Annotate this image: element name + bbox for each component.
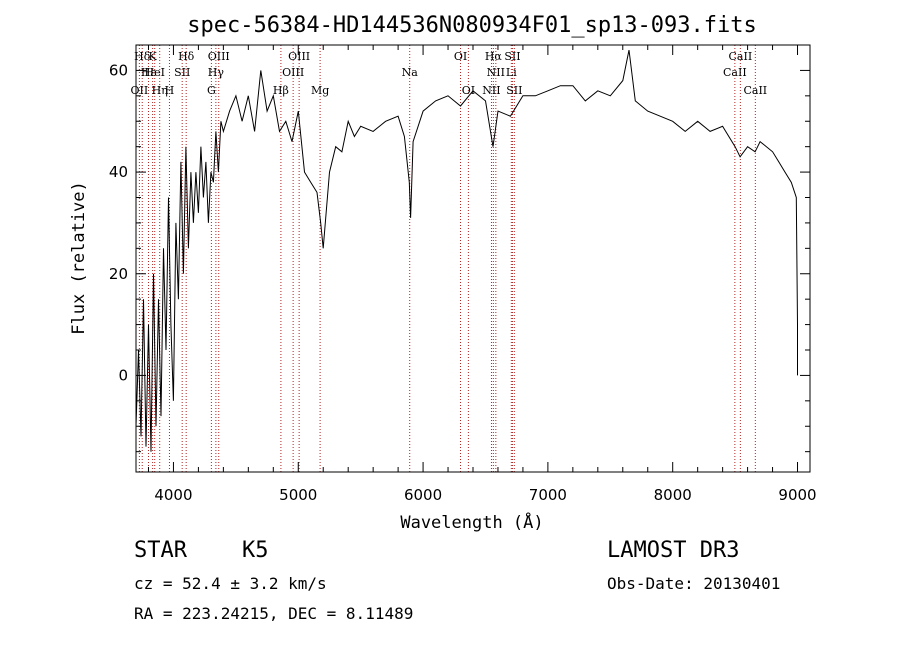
line-label: CaII — [723, 66, 747, 79]
line-label: OIII — [282, 66, 304, 79]
line-label: SII — [174, 66, 190, 79]
line-label: Hβ — [273, 84, 289, 97]
chart-title: spec-56384-HD144536N080934F01_sp13-093.f… — [187, 13, 757, 38]
object-class: STAR — [134, 538, 187, 563]
spectrum-chart: spec-56384-HD144536N080934F01_sp13-093.f… — [69, 13, 817, 533]
line-label: Hη — [152, 84, 168, 97]
x-tick-label: 9000 — [778, 486, 816, 504]
axis-ticks: 4000 5000 6000 7000 8000 9000 0 20 40 60 — [109, 44, 817, 504]
x-tick-label: 6000 — [404, 486, 442, 504]
line-label: OIII — [288, 50, 310, 63]
line-label: Hε — [141, 66, 157, 79]
y-tick-label: 20 — [109, 265, 128, 283]
line-label: Hγ — [208, 66, 225, 79]
y-axis-label: Flux (relative) — [69, 181, 89, 335]
line-label: SII — [506, 84, 522, 97]
survey-name: LAMOST DR3 — [607, 538, 740, 563]
line-label: K — [148, 50, 157, 63]
x-tick-label: 5000 — [279, 486, 317, 504]
line-label: OI — [462, 84, 475, 97]
spectral-line-markers — [138, 45, 756, 472]
spectral-line-labels: Hδ Hε OII K HeI Hη Hδ SII H OIII Hγ G OIII OIII Hβ Mg Na… — [131, 50, 768, 97]
plot-frame — [135, 44, 811, 473]
spectrum-line — [135, 50, 798, 452]
line-label: Mg — [311, 84, 329, 97]
object-subclass: K5 — [242, 538, 269, 563]
line-label: Hδ — [134, 50, 151, 63]
line-label: NII — [487, 66, 505, 79]
line-label: Hα — [485, 50, 503, 63]
line-label: Na — [402, 66, 419, 79]
line-label: OIII — [208, 50, 230, 63]
x-tick-label: 8000 — [654, 486, 692, 504]
line-label: Li — [506, 66, 517, 79]
line-label: NII — [482, 84, 500, 97]
line-label: CaII — [729, 50, 753, 63]
x-axis-label: Wavelength (Å) — [400, 511, 543, 533]
coordinates: RA = 223.24215, DEC = 8.11489 — [134, 604, 414, 623]
y-tick-label: 40 — [109, 163, 128, 181]
line-label: H — [165, 84, 175, 97]
y-tick-label: 0 — [118, 366, 128, 384]
line-label: CaII — [743, 84, 767, 97]
line-label: OI — [454, 50, 467, 63]
y-tick-label: 60 — [109, 61, 128, 79]
line-label: SII — [504, 50, 520, 63]
line-label: HeI — [144, 66, 164, 79]
line-label: G — [207, 84, 216, 97]
x-tick-label: 4000 — [154, 486, 192, 504]
observation-date: Obs-Date: 20130401 — [607, 574, 781, 593]
redshift-value: cz = 52.4 ± 3.2 km/s — [134, 574, 327, 593]
line-label: Hδ — [178, 50, 195, 63]
line-label: OII — [131, 84, 149, 97]
x-tick-label: 7000 — [529, 486, 567, 504]
